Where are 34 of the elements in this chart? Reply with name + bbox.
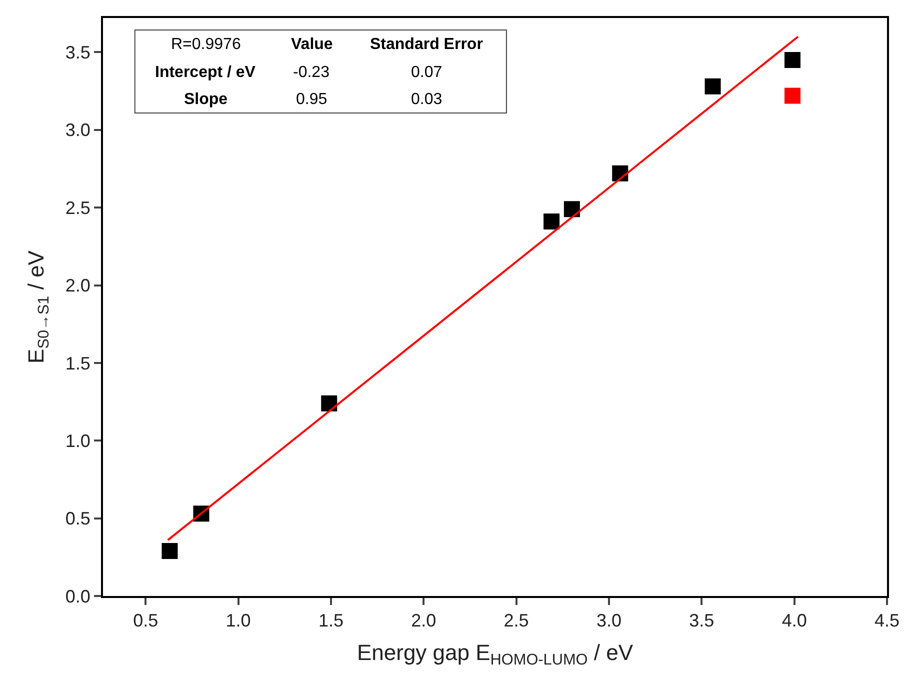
y-tick-label: 0.0 xyxy=(65,586,90,606)
point xyxy=(784,52,800,68)
y-tick-label: 3.0 xyxy=(65,120,90,140)
annotation: R=0.9976 xyxy=(171,36,241,53)
y-tick-label: 1.0 xyxy=(65,430,90,451)
x-tick-label: 2.0 xyxy=(411,610,436,631)
x-tick-label: 2.5 xyxy=(504,610,529,631)
annotation: Value xyxy=(291,36,333,53)
point xyxy=(162,542,178,559)
point xyxy=(544,214,560,230)
x-tick-label: 3.5 xyxy=(689,610,714,631)
y-tick-label: 2.0 xyxy=(65,276,90,296)
x-tick-label: 1.0 xyxy=(226,610,251,631)
y-tick-label: 0.5 xyxy=(65,508,90,529)
annotation: 0.95 xyxy=(296,91,328,108)
y-tick-label: 3.5 xyxy=(65,42,90,62)
annotation: Intercept / eV xyxy=(155,64,256,81)
annotation: -0.23 xyxy=(293,64,330,81)
annotation: Standard Error xyxy=(370,36,483,53)
point xyxy=(704,78,721,94)
x-axis-title: Energy gap E$_{HOMO-LUMO}$ / eV xyxy=(356,640,634,669)
y-tick-label: 2.5 xyxy=(65,198,90,218)
y-tick-label: 1.5 xyxy=(65,353,90,374)
point xyxy=(784,88,800,104)
point xyxy=(321,395,338,412)
annotation: Slope xyxy=(184,91,228,108)
x-tick-label: 3.0 xyxy=(596,610,622,631)
x-tick-label: 4.5 xyxy=(874,610,900,631)
annotation: 0.03 xyxy=(411,91,442,108)
x-tick-label: 1.5 xyxy=(318,610,344,631)
annotation: 0.07 xyxy=(411,64,442,81)
x-tick-label: 4.0 xyxy=(782,610,807,631)
x-tick-label: 0.5 xyxy=(133,610,158,631)
point xyxy=(564,201,580,218)
